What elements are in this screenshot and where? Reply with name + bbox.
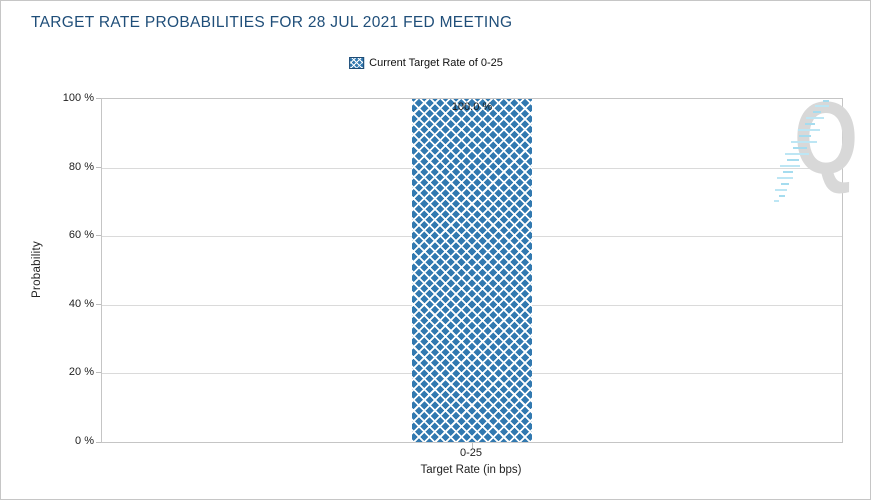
legend-swatch-crosshatch-icon <box>349 57 365 69</box>
x-tick-label-0-25: 0-25 <box>459 447 483 459</box>
chart-title: TARGET RATE PROBABILITIES FOR 28 JUL 202… <box>31 14 513 31</box>
bar-value-label: 100.0 % <box>451 101 493 113</box>
y-tick-mark <box>96 166 101 168</box>
watermark-q-logo: Q <box>794 80 859 195</box>
y-tick-mark <box>96 303 101 305</box>
y-axis-title: Probability <box>31 241 43 298</box>
x-axis-title: Target Rate (in bps) <box>420 464 522 476</box>
y-tick-mark <box>96 98 101 99</box>
legend-item-label: Current Target Rate of 0-25 <box>369 57 503 69</box>
plot-area: 100.0 % <box>96 98 843 449</box>
y-tick-mark <box>96 235 101 237</box>
probability-bar-0-25[interactable]: 100.0 % <box>412 99 532 442</box>
x-tick-mark <box>472 443 473 449</box>
watermark-dash-streak-icon <box>774 100 829 202</box>
y-tick-label-100: 100 % <box>62 92 94 104</box>
y-tick-label-0: 0 % <box>75 435 94 447</box>
y-tick-mark <box>96 372 101 374</box>
bar-slot-0-25: 100.0 % <box>412 99 532 449</box>
y-tick-label-40: 40 % <box>68 297 94 310</box>
y-tick-label-80: 80 % <box>68 160 94 173</box>
y-tick-mark <box>96 442 101 443</box>
y-tick-label-60: 60 % <box>68 229 94 242</box>
y-axis-tick-labels: 100 % 80 % 60 % 40 % 20 % 0 % <box>1 92 94 447</box>
legend: Current Target Rate of 0-25 <box>349 57 503 69</box>
y-tick-label-20: 20 % <box>68 366 94 379</box>
